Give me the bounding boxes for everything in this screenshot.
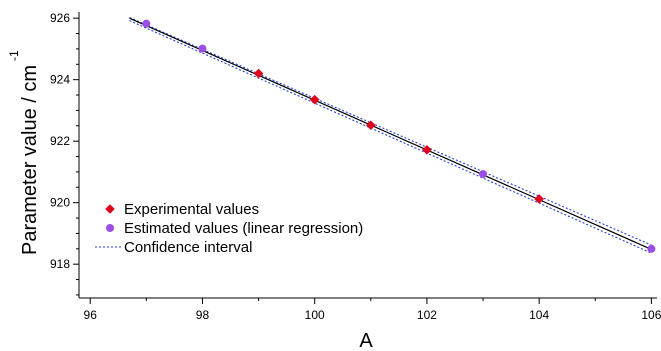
y-tick-label: 924 — [50, 73, 70, 87]
estimated-point — [479, 170, 488, 179]
x-tick-label: 102 — [417, 308, 437, 322]
x-tick-label: 100 — [305, 308, 325, 322]
legend: Experimental values Estimated values (li… — [95, 201, 363, 256]
legend-label-estimated: Estimated values (linear regression) — [124, 220, 363, 237]
plot-area — [129, 17, 656, 254]
experimental-point — [309, 94, 320, 105]
confidence-interval-upper-line — [129, 17, 652, 246]
legend-marker-experimental — [105, 204, 115, 214]
experimental-point — [366, 120, 376, 130]
x-tick-label: 96 — [84, 308, 98, 322]
estimated-point — [647, 244, 656, 253]
confidence-interval-lower-line — [129, 20, 652, 254]
y-tick-label: 918 — [50, 257, 70, 271]
regression-line — [129, 17, 652, 250]
experimental-point — [253, 68, 264, 79]
legend-circle-marker — [106, 224, 114, 232]
y-tick-label: 922 — [50, 134, 70, 148]
x-tick-label: 98 — [196, 308, 210, 322]
experimental-point — [422, 144, 432, 155]
y-tick-label: 926 — [50, 11, 70, 25]
y-axis-unit-superscript: -1 — [7, 50, 21, 61]
x-axis-title: A — [359, 330, 373, 351]
y-tick-label: 920 — [50, 196, 70, 210]
x-tick-label: 106 — [641, 308, 661, 322]
x-tick-label: 104 — [529, 308, 549, 322]
y-axis-title: Parameter value / cm — [19, 65, 41, 255]
legend-diamond-marker — [105, 204, 115, 214]
estimated-point — [142, 19, 151, 28]
estimated-point — [198, 44, 207, 53]
axes: 96 98 100 102 104 106 918 920 922 924 926 — [50, 11, 661, 322]
legend-marker-estimated — [106, 224, 114, 232]
experimental-point — [534, 194, 544, 204]
legend-label-confidence: Confidence interval — [124, 239, 252, 256]
legend-label-experimental: Experimental values — [124, 201, 259, 218]
